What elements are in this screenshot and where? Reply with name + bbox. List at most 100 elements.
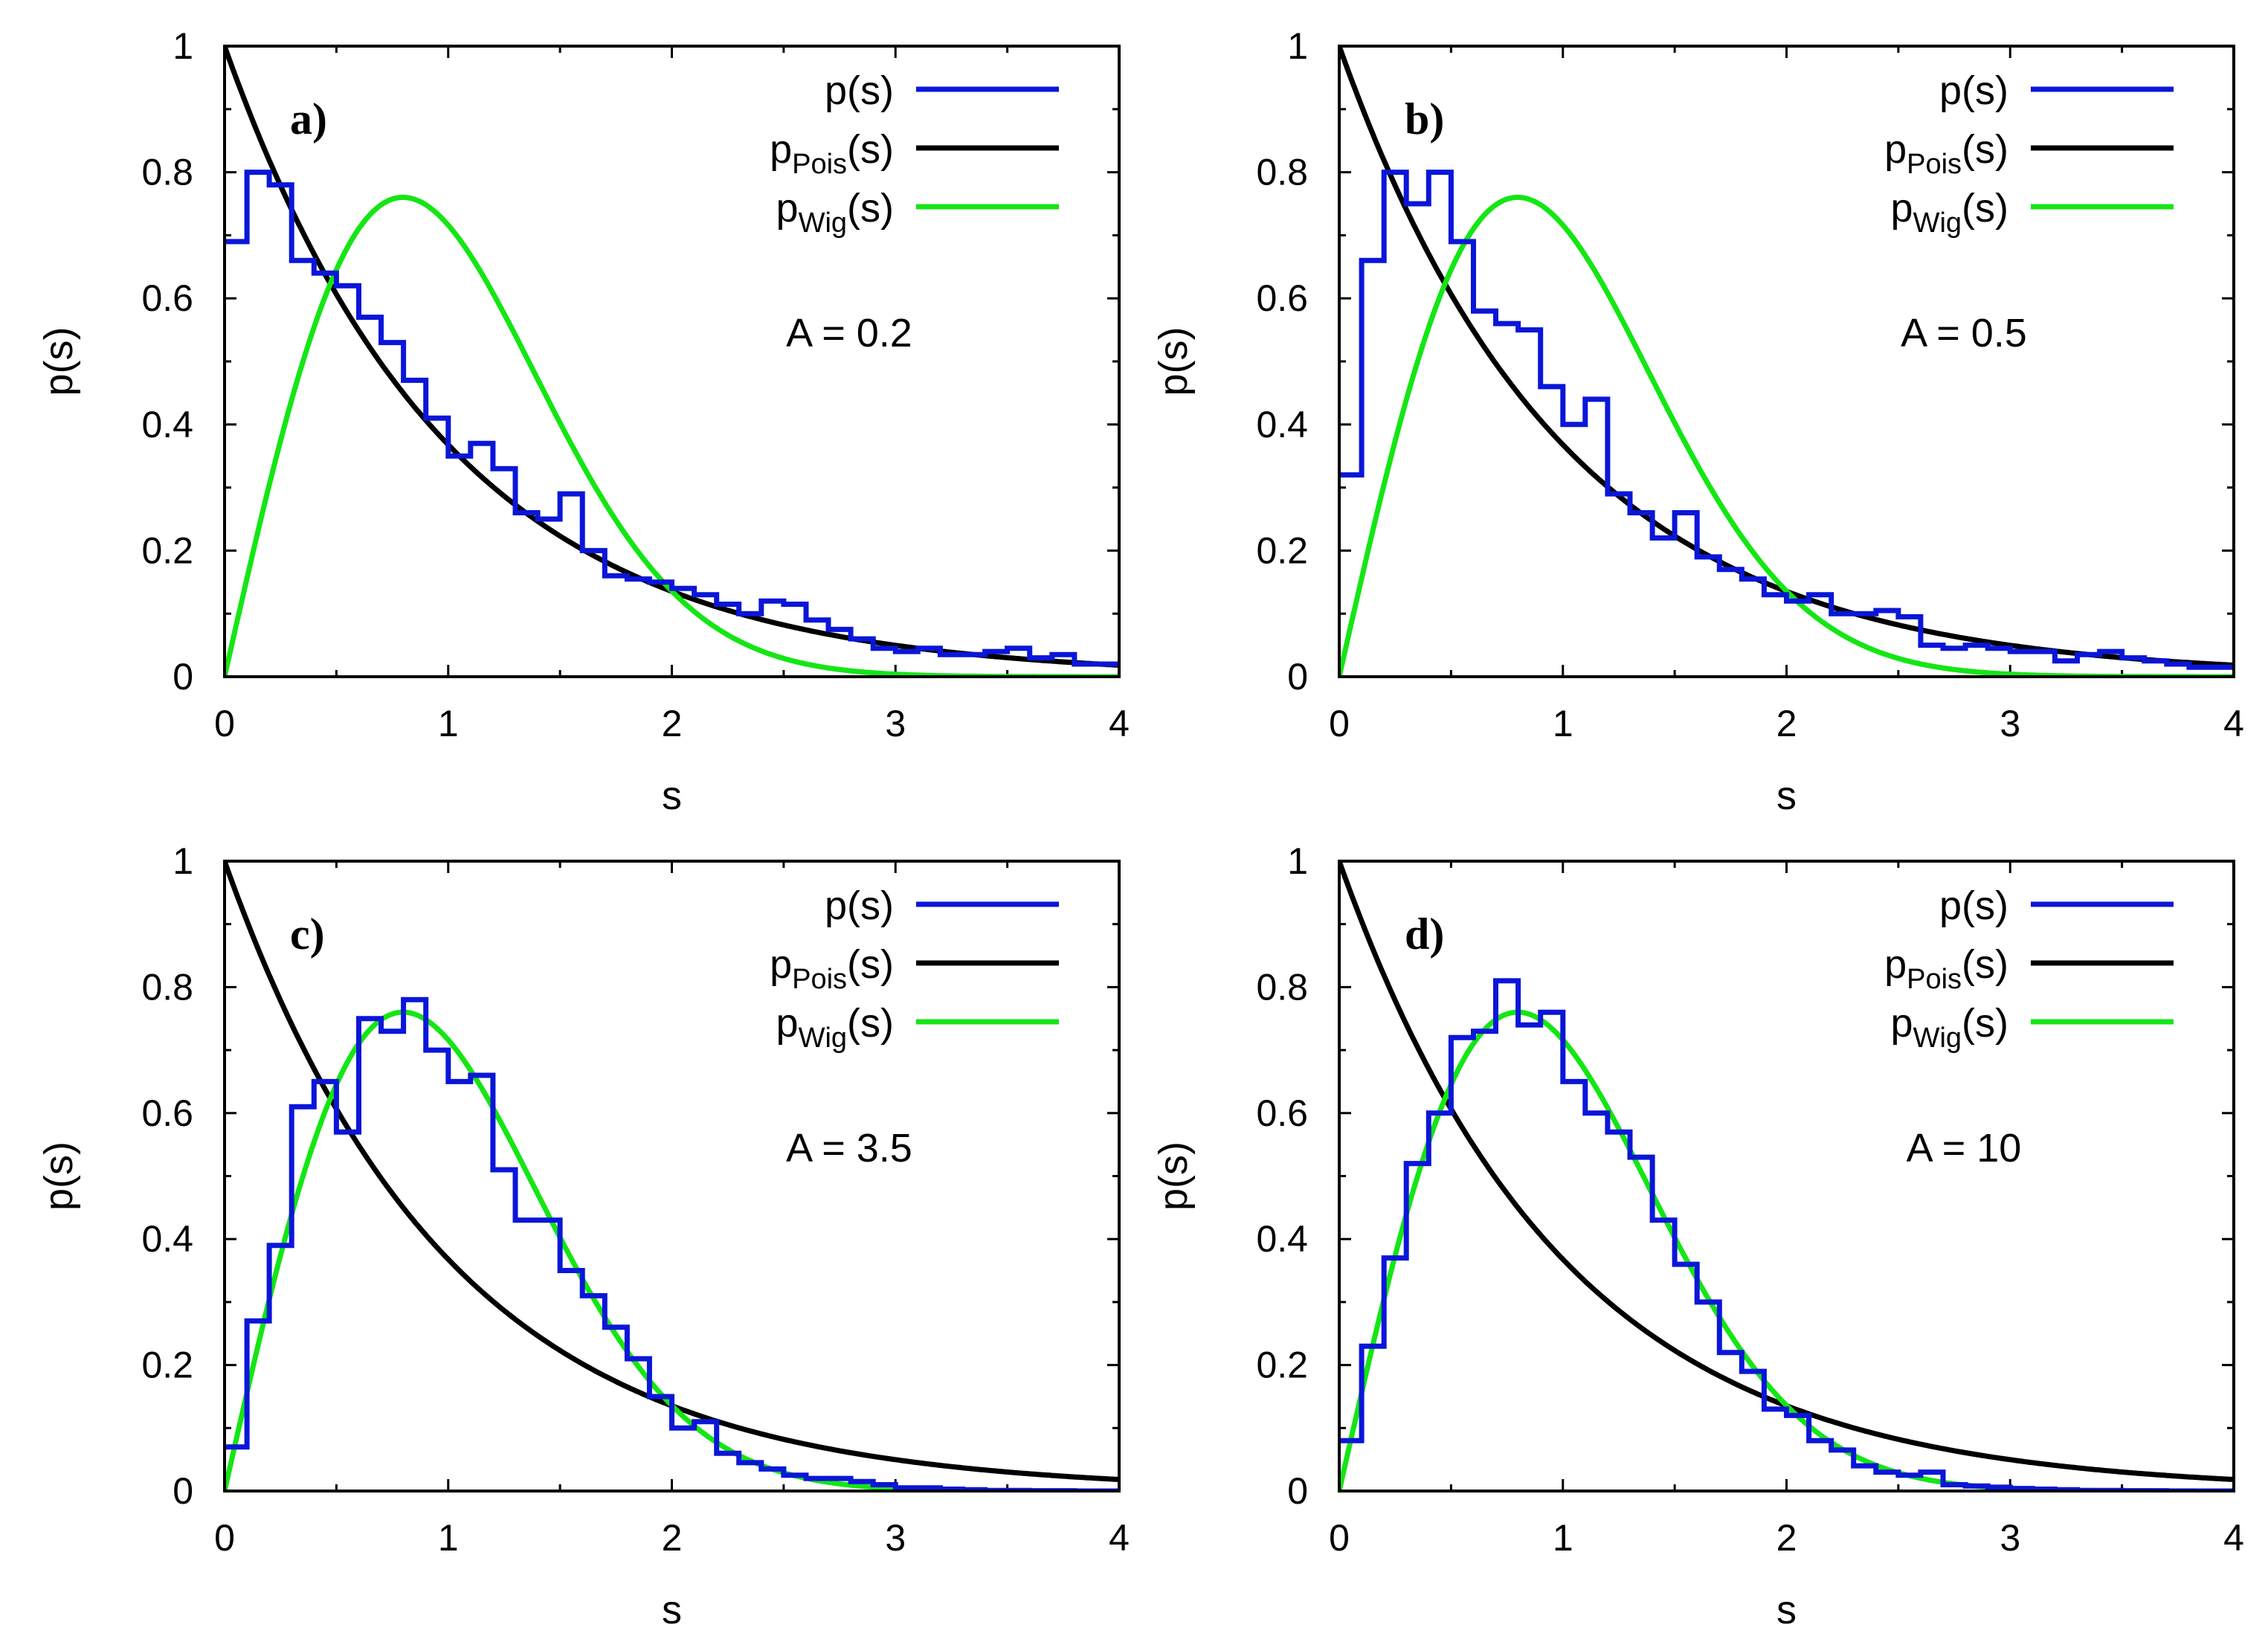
y-tick-label: 0.2: [141, 1345, 193, 1386]
legend-poisson-label: pPois(s): [1884, 127, 2008, 180]
legend-subscript: Wig: [799, 207, 847, 239]
y-tick-label: 0.8: [141, 966, 193, 1008]
legend-poisson-label: pPois(s): [1884, 942, 2008, 995]
x-tick-label: 2: [662, 1517, 683, 1559]
y-tick-label: 0.2: [1256, 529, 1308, 571]
legend-subscript: Pois: [792, 964, 847, 995]
panel-label: d): [1405, 909, 1444, 959]
x-tick-label: 2: [1776, 703, 1797, 744]
x-tick-label: 0: [1329, 1517, 1350, 1559]
parameter-annotation: A = 0.2: [786, 311, 912, 355]
y-tick-label: 0: [1287, 1470, 1308, 1512]
legend-subscript: Pois: [792, 149, 847, 180]
legend-text: p(s): [1939, 68, 2008, 113]
legend-text: p: [770, 942, 792, 987]
legend-wigner-entry: pWig(s): [1891, 1001, 2174, 1054]
y-tick-label: 0.2: [1256, 1345, 1308, 1386]
x-tick-label: 1: [438, 703, 459, 744]
legend-text: p: [776, 1001, 799, 1046]
legend-text-tail: (s): [847, 127, 894, 172]
histogram-step-line: [1339, 978, 2234, 1491]
x-tick-label: 4: [2223, 703, 2244, 744]
parameter-annotation: A = 10: [1907, 1126, 2022, 1171]
legend-wigner-entry: pWig(s): [776, 186, 1059, 239]
legend-text: p: [776, 186, 799, 231]
y-axis-label: p(s): [36, 1141, 81, 1211]
legend-histogram-entry: p(s): [825, 883, 1059, 928]
legend-subscript: Wig: [1913, 207, 1962, 239]
poisson-curve: [225, 46, 1119, 668]
x-axis-label: s: [662, 1588, 682, 1632]
y-tick-label: 0.6: [141, 277, 193, 319]
x-tick-label: 0: [1329, 703, 1350, 744]
x-tick-label: 3: [2000, 1517, 2020, 1559]
y-tick-label: 0.6: [1256, 1092, 1308, 1134]
legend-subscript: Wig: [1913, 1023, 1962, 1054]
parameter-annotation: A = 0.5: [1901, 311, 2027, 355]
x-tick-label: 1: [1553, 703, 1573, 744]
legend-histogram-label: p(s): [1939, 68, 2008, 113]
legend-histogram-label: p(s): [825, 68, 894, 113]
legend-text: p: [1891, 1001, 1913, 1046]
y-tick-label: 1: [1287, 840, 1308, 882]
legend-text: p: [1884, 127, 1907, 172]
plot-frame: [1338, 45, 2235, 678]
legend-text: p(s): [825, 68, 894, 113]
poisson-curve: [1339, 46, 2234, 668]
x-tick-label: 0: [214, 1517, 235, 1559]
legend-histogram-entry: p(s): [1939, 883, 2174, 928]
y-tick-label: 0.4: [141, 1218, 193, 1260]
legend-wigner-entry: pWig(s): [776, 1001, 1059, 1054]
legend-wigner-label: pWig(s): [1891, 186, 2008, 239]
wigner-curve: [225, 194, 1119, 677]
plot-frame: [1338, 860, 2235, 1493]
y-tick-label: 1: [1287, 25, 1308, 67]
legend-text: p: [1891, 186, 1913, 231]
legend-text-tail: (s): [1962, 1001, 2008, 1046]
y-tick-label: 0: [173, 656, 193, 698]
y-tick-label: 1: [173, 25, 193, 67]
y-axis-label: p(s): [36, 327, 81, 396]
panel-label: a): [290, 94, 327, 144]
legend-histogram-label: p(s): [1939, 883, 2008, 928]
legend-text-tail: (s): [847, 186, 894, 231]
y-tick-label: 0.8: [141, 152, 193, 193]
legend-text-tail: (s): [847, 1001, 894, 1046]
histogram-step-line: [225, 996, 1119, 1491]
x-tick-label: 2: [662, 703, 683, 744]
legend-histogram-entry: p(s): [825, 68, 1059, 113]
x-axis-label: s: [1776, 773, 1797, 818]
legend-text: p(s): [1939, 883, 2008, 928]
legend-text-tail: (s): [1962, 186, 2008, 231]
poisson-curve: [1339, 861, 2234, 1482]
y-tick-label: 1: [173, 840, 193, 882]
x-tick-label: 4: [1109, 703, 1130, 744]
legend-text: p(s): [825, 883, 894, 928]
legend-subscript: Wig: [799, 1023, 847, 1054]
y-tick-label: 0: [1287, 656, 1308, 698]
legend-wigner-label: pWig(s): [776, 1001, 894, 1054]
y-axis-label: p(s): [1151, 1141, 1196, 1211]
parameter-annotation: A = 3.5: [786, 1126, 912, 1171]
plot-frame: [223, 860, 1121, 1493]
legend-text: p: [1884, 942, 1907, 987]
legend-text-tail: (s): [1962, 127, 2008, 172]
legend-poisson-entry: pPois(s): [770, 127, 1059, 180]
y-tick-label: 0.4: [1256, 404, 1308, 445]
legend-histogram-entry: p(s): [1939, 68, 2174, 113]
x-tick-label: 2: [1776, 1517, 1797, 1559]
legend-subscript: Pois: [1907, 149, 1962, 180]
x-axis-label: s: [662, 773, 682, 818]
legend-poisson-entry: pPois(s): [1884, 942, 2174, 995]
x-axis-label: s: [1776, 1588, 1797, 1632]
wigner-curve: [1339, 1009, 2234, 1491]
y-axis-label: p(s): [1151, 327, 1196, 396]
legend-poisson-entry: pPois(s): [770, 942, 1059, 995]
legend-wigner-entry: pWig(s): [1891, 186, 2174, 239]
legend-text: p: [770, 127, 792, 172]
x-tick-label: 3: [2000, 703, 2020, 744]
